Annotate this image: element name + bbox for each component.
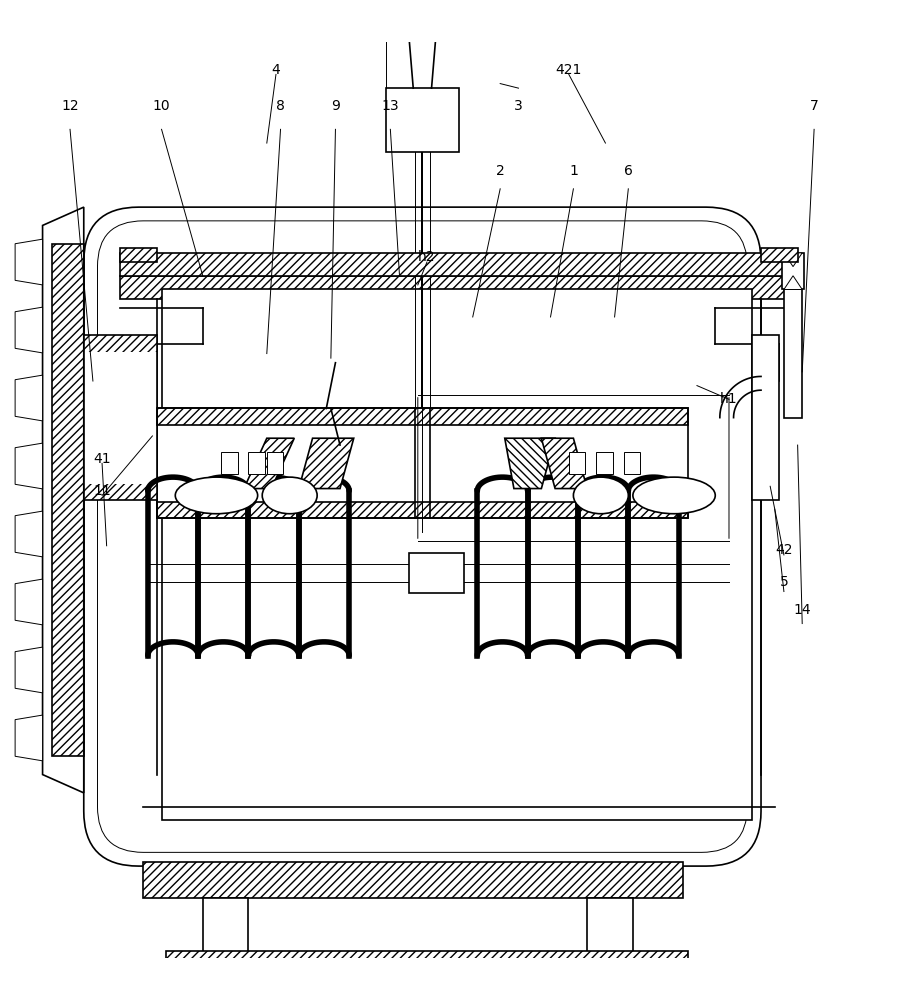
Text: 3: 3 bbox=[514, 99, 523, 113]
Bar bbox=[761, 248, 798, 262]
Text: 8: 8 bbox=[276, 99, 285, 113]
Polygon shape bbox=[784, 276, 802, 289]
Polygon shape bbox=[15, 511, 42, 557]
Polygon shape bbox=[542, 438, 588, 489]
Text: 2: 2 bbox=[496, 164, 505, 178]
Text: 421: 421 bbox=[555, 63, 582, 77]
Bar bbox=[386, 88, 459, 152]
Bar bbox=[120, 253, 789, 276]
Bar bbox=[120, 248, 157, 262]
Polygon shape bbox=[15, 647, 42, 693]
Bar bbox=[221, 452, 238, 474]
Bar bbox=[157, 408, 688, 425]
Text: 41: 41 bbox=[94, 452, 111, 466]
Bar bbox=[120, 276, 789, 299]
Polygon shape bbox=[42, 207, 84, 793]
Text: 7: 7 bbox=[810, 99, 819, 113]
Polygon shape bbox=[15, 239, 42, 285]
Text: 5: 5 bbox=[779, 575, 789, 589]
Polygon shape bbox=[299, 438, 353, 489]
Bar bbox=[588, 898, 633, 953]
Bar bbox=[166, 951, 688, 962]
Polygon shape bbox=[15, 307, 42, 353]
Bar bbox=[143, 862, 683, 898]
Text: 10: 10 bbox=[152, 99, 171, 113]
Polygon shape bbox=[505, 438, 555, 489]
Bar bbox=[162, 289, 752, 820]
Ellipse shape bbox=[633, 477, 715, 514]
Bar bbox=[84, 335, 157, 500]
Ellipse shape bbox=[263, 477, 317, 514]
Bar bbox=[782, 253, 804, 289]
Bar bbox=[569, 452, 586, 474]
Polygon shape bbox=[244, 438, 295, 489]
Polygon shape bbox=[784, 253, 802, 267]
Bar bbox=[623, 452, 640, 474]
Bar bbox=[157, 408, 688, 425]
Text: 6: 6 bbox=[624, 164, 633, 178]
Text: 13: 13 bbox=[382, 99, 399, 113]
Bar bbox=[752, 335, 779, 500]
Text: h1: h1 bbox=[721, 392, 738, 406]
Bar bbox=[203, 898, 249, 953]
Bar bbox=[143, 862, 683, 898]
Bar bbox=[409, 553, 464, 593]
Bar bbox=[84, 484, 157, 500]
Bar bbox=[784, 280, 802, 418]
Polygon shape bbox=[15, 375, 42, 421]
FancyBboxPatch shape bbox=[97, 221, 747, 852]
Bar bbox=[120, 253, 789, 276]
Bar bbox=[249, 452, 265, 474]
Bar bbox=[51, 244, 84, 756]
Text: 12: 12 bbox=[62, 99, 79, 113]
Bar bbox=[166, 951, 688, 962]
Polygon shape bbox=[15, 715, 42, 761]
Bar bbox=[120, 276, 789, 299]
Text: 42: 42 bbox=[775, 543, 792, 557]
Bar bbox=[267, 452, 284, 474]
Bar bbox=[157, 408, 688, 518]
Polygon shape bbox=[15, 443, 42, 489]
Bar bbox=[157, 502, 688, 518]
Text: 14: 14 bbox=[793, 603, 811, 617]
Text: 4: 4 bbox=[272, 63, 280, 77]
Text: 9: 9 bbox=[331, 99, 340, 113]
Ellipse shape bbox=[175, 477, 258, 514]
Bar bbox=[157, 502, 688, 518]
FancyBboxPatch shape bbox=[84, 207, 761, 866]
Polygon shape bbox=[15, 579, 42, 625]
Text: 11: 11 bbox=[94, 484, 111, 498]
Ellipse shape bbox=[574, 477, 628, 514]
Bar bbox=[597, 452, 612, 474]
Text: 1: 1 bbox=[569, 164, 577, 178]
Text: h2: h2 bbox=[419, 250, 436, 264]
Bar bbox=[84, 335, 157, 352]
